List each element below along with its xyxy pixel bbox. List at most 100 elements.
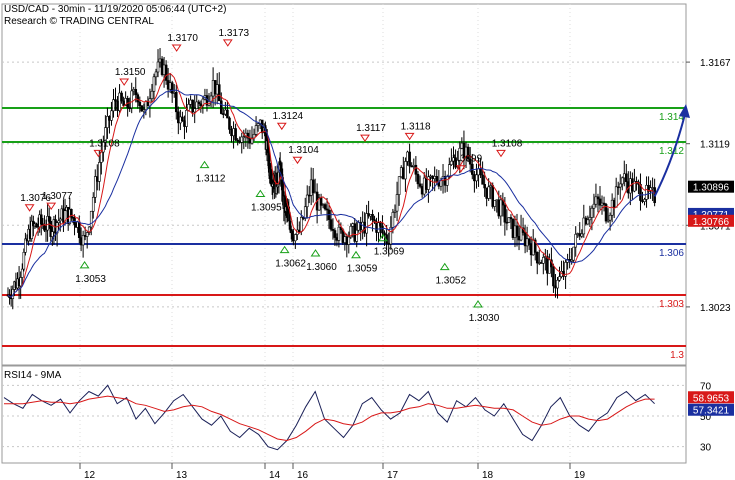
- candle-body: [36, 226, 40, 229]
- time-tick-label: 17: [387, 470, 399, 480]
- candle-body: [122, 100, 125, 106]
- candle-body: [395, 194, 399, 212]
- candle-body: [238, 140, 242, 143]
- support-resistance-lines: 1.314 1.312 1.306 1.303 1.3: [2, 107, 686, 361]
- pivot-high-label: 1.3124: [273, 111, 304, 122]
- candle-body: [232, 128, 235, 137]
- candle-body: [215, 84, 219, 95]
- pivot-high-label: 1.3108: [89, 138, 120, 149]
- candle-body: [556, 279, 559, 289]
- pivot-high-marker: [171, 44, 182, 52]
- candle-body: [477, 168, 480, 176]
- chart-header-line2: Research © TRADING CENTRAL: [4, 16, 154, 27]
- candle-body: [226, 109, 229, 119]
- candle-body: [91, 196, 95, 212]
- candle-body: [242, 136, 246, 139]
- candle-body: [213, 80, 217, 95]
- pivot-low-marker: [279, 245, 290, 254]
- candle-body: [246, 132, 250, 139]
- candle-body: [408, 151, 411, 167]
- candle-body: [81, 235, 85, 246]
- candle-body: [387, 242, 391, 245]
- pivot-low-marker: [199, 160, 210, 169]
- candle-body: [475, 174, 478, 182]
- candle-body: [402, 167, 405, 180]
- candle-body: [527, 238, 531, 245]
- candle-body: [250, 137, 254, 144]
- pivot-low-marker: [473, 300, 483, 308]
- pivot-high-marker: [119, 78, 130, 86]
- candle-body: [22, 251, 26, 270]
- pivot-high-label: 1.3117: [356, 123, 386, 134]
- candle-body: [391, 212, 395, 228]
- candle-body: [576, 233, 580, 235]
- candle-body: [393, 210, 397, 213]
- candle-body: [195, 101, 199, 109]
- pivot-high-label: 1.3104: [288, 145, 319, 156]
- candle-body: [525, 238, 529, 247]
- candle-body: [193, 108, 196, 113]
- candle-body: [303, 206, 307, 219]
- candle-body: [625, 173, 628, 182]
- candle-body: [517, 236, 521, 241]
- rsi-tick-label: 70: [700, 381, 712, 392]
- price-tick-label: 1.3167: [700, 58, 731, 69]
- candle-body: [592, 203, 596, 209]
- candle-body: [299, 217, 303, 233]
- pivot-high-marker: [292, 156, 303, 165]
- candle-body: [546, 256, 549, 274]
- pivot-low-label: 1.3095: [251, 203, 282, 214]
- candle-body: [433, 176, 436, 180]
- candle-body: [19, 277, 22, 287]
- rsi-tag: [688, 391, 734, 404]
- price-axis: 1.31671.31191.30711.30231.308961.307711.…: [686, 58, 734, 314]
- pivot-low-label: 1.3112: [196, 174, 226, 185]
- candle-body: [389, 227, 393, 245]
- candle-body: [32, 220, 35, 227]
- candle-body: [248, 137, 252, 144]
- candle-body: [144, 101, 148, 110]
- candle-body: [138, 101, 142, 106]
- candle-body: [46, 216, 49, 231]
- candle-body: [106, 116, 109, 128]
- candle-body: [337, 226, 341, 241]
- pivot-high-label: 1.3076: [20, 193, 51, 204]
- candle-body: [170, 82, 174, 94]
- pivot-high-marker: [93, 149, 104, 158]
- forecast-arrow-head: [679, 104, 690, 118]
- candle-body: [365, 213, 368, 234]
- time-tick-label: 16: [297, 470, 309, 480]
- candle-body: [219, 100, 223, 114]
- candle-body: [146, 101, 150, 107]
- candle-body: [30, 220, 34, 239]
- candle-body: [197, 101, 201, 105]
- candle-body: [164, 64, 168, 81]
- candle-body: [323, 204, 327, 210]
- candle-body: [136, 94, 140, 103]
- pivot-high-label: 1.3108: [492, 138, 523, 149]
- candle-body: [114, 99, 117, 102]
- candle-body: [487, 186, 490, 199]
- candle-body: [319, 197, 323, 206]
- candle-body: [445, 176, 449, 186]
- candle-body: [481, 174, 484, 185]
- candle-body: [450, 160, 453, 165]
- pivot-low-label: 1.3059: [347, 264, 378, 275]
- price-tag: [688, 180, 734, 193]
- candle-body: [645, 184, 648, 200]
- candle-body: [427, 176, 430, 190]
- price-tick-label: 1.3119: [700, 140, 730, 151]
- candle-body: [77, 221, 81, 238]
- candle-body: [574, 233, 578, 248]
- candle-body: [649, 187, 652, 192]
- candle-body: [509, 217, 513, 220]
- candle-body: [584, 217, 588, 225]
- candle-body: [116, 100, 119, 111]
- candle-body: [132, 89, 136, 92]
- candle-body: [594, 196, 598, 205]
- time-tick-label: 19: [574, 470, 586, 480]
- candle-body: [499, 199, 503, 217]
- candle-body: [529, 243, 533, 256]
